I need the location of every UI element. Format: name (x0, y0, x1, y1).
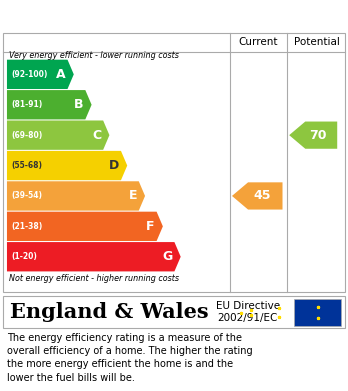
Polygon shape (289, 122, 337, 149)
Text: EU Directive
2002/91/EC: EU Directive 2002/91/EC (216, 301, 280, 323)
Text: D: D (109, 159, 119, 172)
Polygon shape (7, 120, 109, 150)
Polygon shape (232, 182, 283, 210)
Polygon shape (7, 60, 74, 89)
Text: (21-38): (21-38) (11, 222, 42, 231)
Text: The energy efficiency rating is a measure of the
overall efficiency of a home. T: The energy efficiency rating is a measur… (7, 333, 253, 383)
Text: C: C (92, 129, 101, 142)
Text: 70: 70 (309, 129, 327, 142)
Text: Not energy efficient - higher running costs: Not energy efficient - higher running co… (9, 274, 179, 283)
Text: (1-20): (1-20) (11, 252, 37, 261)
Text: (39-54): (39-54) (11, 192, 42, 201)
Text: E: E (128, 190, 137, 203)
Text: England & Wales: England & Wales (10, 303, 209, 323)
Text: 45: 45 (254, 190, 271, 203)
Text: Current: Current (238, 37, 278, 47)
Bar (294, 299, 341, 326)
Text: F: F (147, 220, 155, 233)
Text: (55-68): (55-68) (11, 161, 42, 170)
Text: (92-100): (92-100) (11, 70, 48, 79)
Polygon shape (7, 242, 181, 271)
Polygon shape (7, 212, 163, 241)
Polygon shape (7, 181, 145, 211)
Polygon shape (7, 90, 92, 119)
Text: A: A (56, 68, 66, 81)
Text: G: G (163, 250, 173, 263)
Text: B: B (74, 98, 84, 111)
Text: Very energy efficient - lower running costs: Very energy efficient - lower running co… (9, 51, 179, 60)
Polygon shape (7, 151, 127, 180)
Text: (69-80): (69-80) (11, 131, 42, 140)
Text: (81-91): (81-91) (11, 100, 42, 109)
Text: Potential: Potential (294, 37, 340, 47)
Text: Energy Efficiency Rating: Energy Efficiency Rating (10, 7, 232, 23)
